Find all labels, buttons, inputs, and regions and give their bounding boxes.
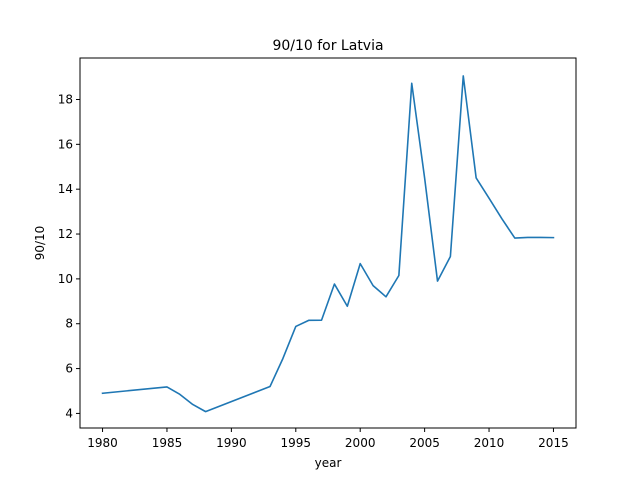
x-tick-label: 2010: [474, 436, 505, 450]
x-tick-label: 1980: [87, 436, 118, 450]
y-tick-label: 16: [58, 137, 73, 151]
x-tick-label: 1990: [216, 436, 247, 450]
y-axis-label: 90/10: [33, 226, 47, 261]
y-tick-label: 14: [58, 182, 73, 196]
y-tick-label: 18: [58, 92, 73, 106]
y-tick-label: 10: [58, 272, 73, 286]
y-axis: 4 6 8 10 12 14 16 18: [58, 92, 80, 420]
plot-frame: [79, 57, 577, 429]
series-line: [101, 75, 555, 413]
x-tick-label: 1995: [281, 436, 312, 450]
y-tick-label: 6: [65, 362, 73, 376]
y-tick-label: 12: [58, 227, 73, 241]
y-tick-label: 4: [65, 406, 73, 420]
x-tick-label: 1985: [152, 436, 183, 450]
x-axis-label: year: [315, 456, 342, 470]
plot-area: [79, 57, 577, 429]
y-tick-label: 8: [65, 317, 73, 331]
chart-title: 90/10 for Latvia: [272, 38, 383, 54]
x-tick-label: 2015: [538, 436, 569, 450]
x-axis: 1980 1985 1990 1995 2000 2005 2010 2015: [87, 428, 569, 450]
x-tick-label: 2005: [409, 436, 440, 450]
x-tick-label: 2000: [345, 436, 376, 450]
